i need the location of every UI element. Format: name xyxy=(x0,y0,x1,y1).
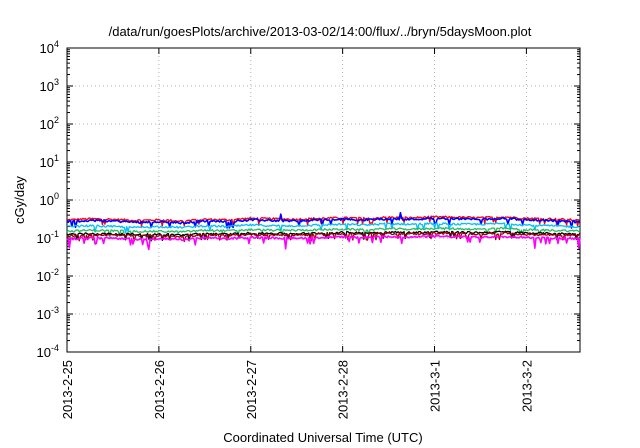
x-tick-label: 2013-2-26 xyxy=(152,360,167,419)
x-tick-label: 2013-2-27 xyxy=(244,360,259,419)
x-tick-labels: 2013-2-25 2013-2-26 2013-2-27 2013-2-28 2013… xyxy=(60,360,534,419)
y-tick-label: 10-4 xyxy=(37,343,59,360)
x-tick-label: 2013-2-28 xyxy=(336,360,351,419)
y-tick-label: 101 xyxy=(40,153,59,170)
series-line xyxy=(66,222,581,234)
series-line xyxy=(66,226,581,238)
y-tick-label: 103 xyxy=(40,77,59,94)
y-axis-label: cGy/day xyxy=(12,176,27,224)
y-tick-label: 10-3 xyxy=(37,305,59,322)
series-line xyxy=(67,231,581,243)
x-axis-label: Coordinated Universal Time (UTC) xyxy=(223,430,422,445)
grid-lines xyxy=(67,48,580,352)
x-tick-label: 2013-3-1 xyxy=(428,360,443,412)
series-group xyxy=(66,211,581,251)
series-line xyxy=(66,234,581,251)
y-tick-label: 104 xyxy=(40,39,59,56)
series-line xyxy=(66,211,581,229)
chart-title: /data/run/goesPlots/archive/2013-03-02/1… xyxy=(109,24,532,39)
y-tick-labels: 10-4 10-3 10-2 10-1 100 101 102 103 104 xyxy=(37,39,59,360)
x-tick-label: 2013-3-2 xyxy=(519,360,534,412)
y-tick-label: 10-2 xyxy=(37,267,59,284)
x-tick-label: 2013-2-25 xyxy=(60,360,75,419)
y-tick-label: 102 xyxy=(40,115,59,132)
y-tick-label: 10-1 xyxy=(37,229,59,246)
y-tick-label: 100 xyxy=(40,191,59,208)
